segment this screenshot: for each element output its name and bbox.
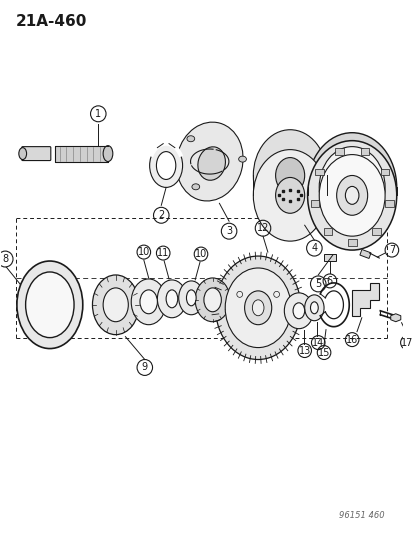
FancyBboxPatch shape bbox=[347, 239, 356, 246]
Ellipse shape bbox=[92, 275, 139, 335]
Ellipse shape bbox=[253, 150, 326, 241]
Ellipse shape bbox=[244, 291, 271, 325]
Text: 14: 14 bbox=[311, 337, 324, 348]
FancyBboxPatch shape bbox=[360, 148, 368, 155]
Text: 21A-460: 21A-460 bbox=[16, 14, 87, 29]
FancyBboxPatch shape bbox=[380, 168, 388, 175]
Ellipse shape bbox=[204, 288, 221, 312]
Ellipse shape bbox=[103, 146, 113, 161]
FancyBboxPatch shape bbox=[384, 200, 393, 207]
Ellipse shape bbox=[275, 177, 304, 213]
Text: 7: 7 bbox=[388, 245, 394, 255]
Ellipse shape bbox=[186, 290, 196, 306]
Text: 10: 10 bbox=[138, 247, 150, 257]
Ellipse shape bbox=[192, 184, 199, 190]
Ellipse shape bbox=[318, 155, 384, 236]
Ellipse shape bbox=[284, 293, 313, 329]
Text: 13: 13 bbox=[298, 345, 310, 356]
Ellipse shape bbox=[275, 158, 304, 193]
Ellipse shape bbox=[336, 175, 367, 215]
FancyBboxPatch shape bbox=[334, 148, 343, 155]
Ellipse shape bbox=[310, 302, 318, 314]
Ellipse shape bbox=[225, 268, 290, 348]
Ellipse shape bbox=[292, 303, 304, 319]
Ellipse shape bbox=[253, 130, 326, 221]
Ellipse shape bbox=[307, 141, 396, 250]
Text: 12: 12 bbox=[256, 223, 268, 233]
Text: 11: 11 bbox=[157, 248, 169, 258]
Text: 5: 5 bbox=[314, 279, 320, 289]
Ellipse shape bbox=[19, 148, 26, 159]
Ellipse shape bbox=[195, 278, 230, 322]
Text: 16: 16 bbox=[345, 335, 357, 345]
Text: 1: 1 bbox=[95, 109, 101, 119]
Text: 9: 9 bbox=[141, 362, 147, 373]
Bar bbox=[359, 249, 370, 259]
FancyBboxPatch shape bbox=[323, 228, 331, 235]
FancyBboxPatch shape bbox=[314, 168, 323, 175]
Ellipse shape bbox=[17, 261, 83, 349]
Ellipse shape bbox=[238, 156, 246, 162]
Circle shape bbox=[236, 292, 242, 297]
Ellipse shape bbox=[187, 136, 194, 142]
Ellipse shape bbox=[307, 133, 396, 242]
Text: 2: 2 bbox=[158, 210, 164, 220]
Polygon shape bbox=[390, 314, 400, 322]
Ellipse shape bbox=[252, 300, 263, 316]
Ellipse shape bbox=[103, 288, 128, 322]
Text: 15: 15 bbox=[317, 348, 330, 358]
Ellipse shape bbox=[156, 151, 176, 180]
Ellipse shape bbox=[304, 295, 323, 321]
FancyBboxPatch shape bbox=[371, 228, 380, 235]
Ellipse shape bbox=[157, 280, 186, 318]
Ellipse shape bbox=[26, 272, 74, 337]
FancyBboxPatch shape bbox=[22, 147, 51, 160]
Text: 3: 3 bbox=[225, 226, 232, 236]
Ellipse shape bbox=[131, 279, 166, 325]
Ellipse shape bbox=[215, 256, 300, 360]
Ellipse shape bbox=[176, 122, 242, 201]
FancyBboxPatch shape bbox=[310, 200, 318, 207]
Ellipse shape bbox=[318, 147, 384, 228]
Ellipse shape bbox=[166, 290, 177, 308]
Text: 10: 10 bbox=[195, 249, 206, 259]
Text: 96151 460: 96151 460 bbox=[338, 511, 384, 520]
Ellipse shape bbox=[149, 144, 182, 188]
Ellipse shape bbox=[197, 147, 225, 180]
Text: 17: 17 bbox=[400, 337, 413, 348]
Bar bbox=[55, 146, 108, 161]
Text: 8: 8 bbox=[2, 254, 8, 264]
Ellipse shape bbox=[140, 290, 157, 314]
Text: 4: 4 bbox=[311, 243, 317, 253]
Bar bbox=[323, 254, 335, 261]
Polygon shape bbox=[351, 283, 378, 316]
Ellipse shape bbox=[178, 281, 204, 315]
Circle shape bbox=[273, 292, 279, 297]
Text: 6: 6 bbox=[326, 276, 332, 286]
Ellipse shape bbox=[344, 187, 358, 204]
